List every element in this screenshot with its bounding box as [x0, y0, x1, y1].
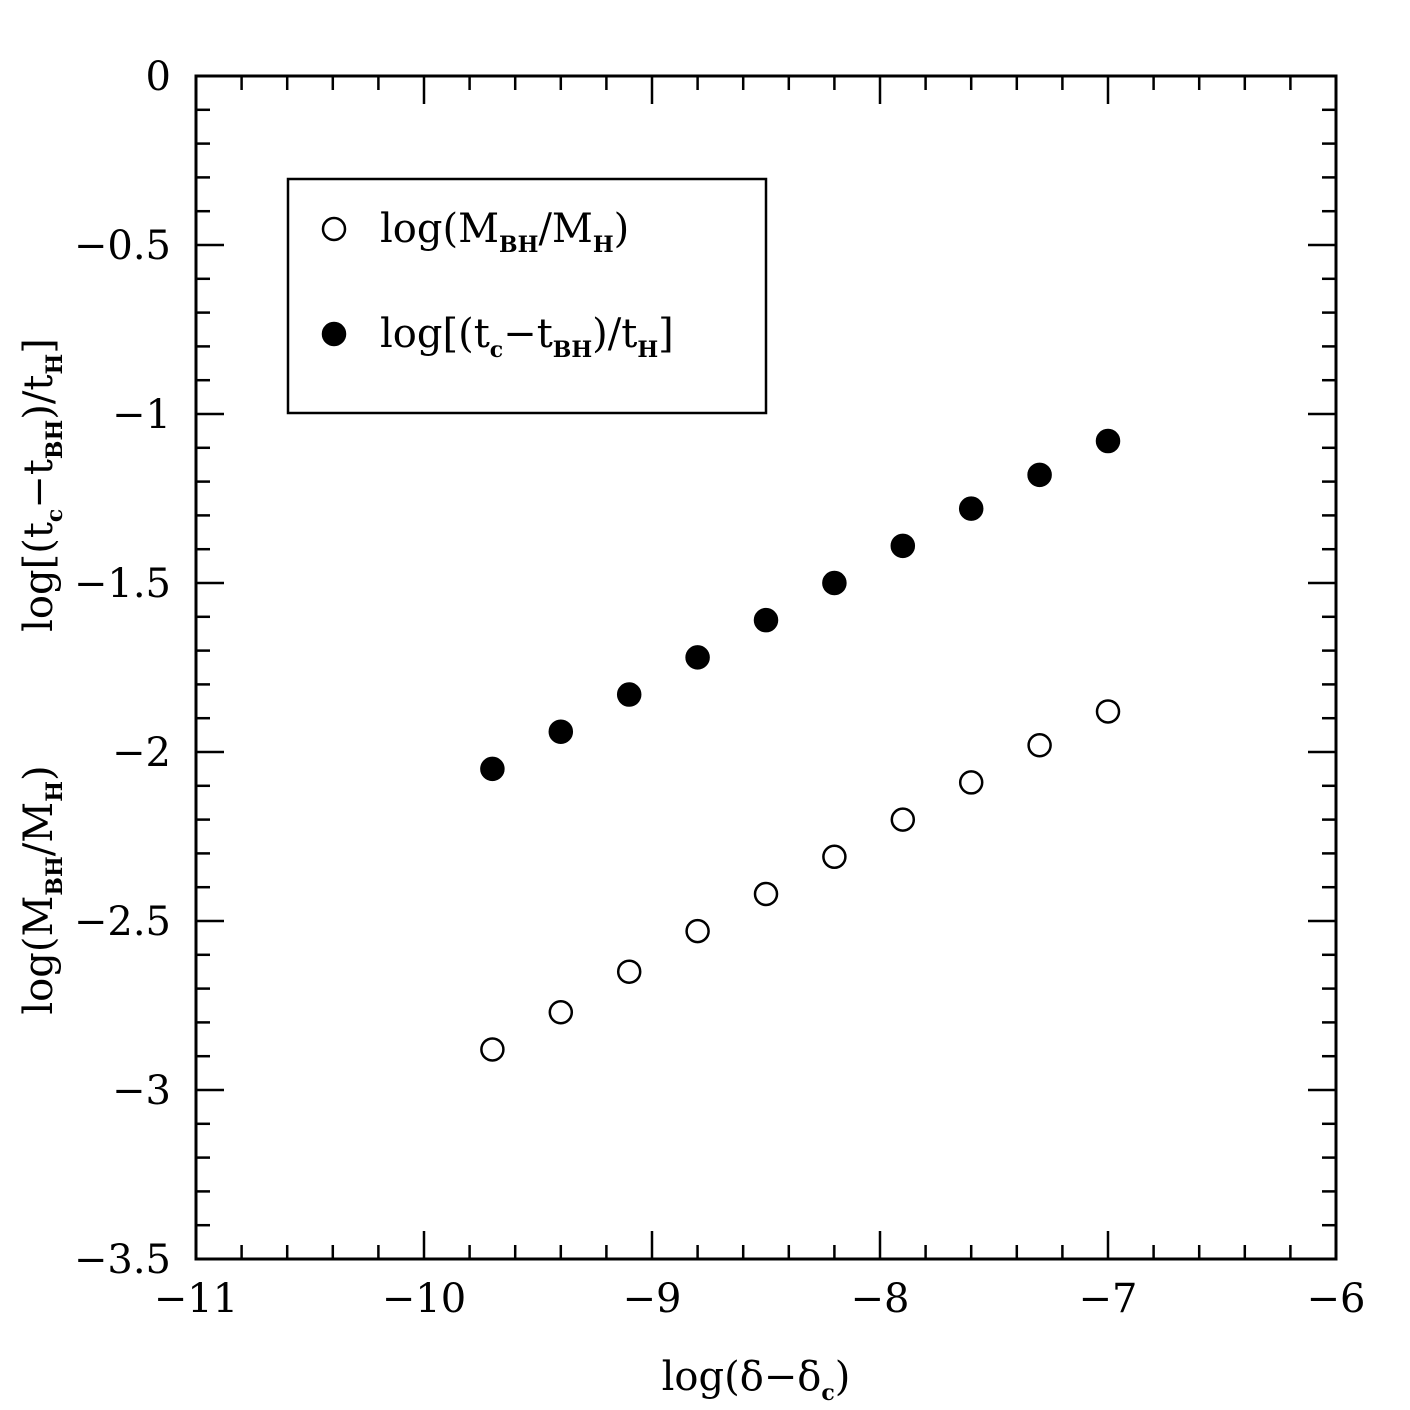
open-circle-point — [616, 959, 642, 984]
legend-label-part: c — [490, 337, 503, 363]
x-tick-label: −11 — [154, 1276, 238, 1322]
legend-filled-circle-marker — [321, 321, 347, 347]
y-tick-label: −0.5 — [74, 223, 171, 269]
open-circle-point — [480, 1037, 505, 1062]
open-circle-point — [548, 1000, 574, 1025]
filled-circle-point — [685, 645, 710, 670]
x-tick-label: −7 — [1079, 1276, 1138, 1322]
legend-label-part: /M — [538, 206, 592, 252]
y-tick-label: −2.5 — [74, 899, 171, 945]
open-circle-point — [958, 770, 984, 795]
tick-labels: −11 −10 −9 −8 −7 −6 0 −0.5 −1 −1.5 −2 −2.5 −3 −3.5 — [74, 54, 1366, 1322]
x-tick-label: −9 — [623, 1276, 682, 1322]
y-axis-label-upper-part: ] — [16, 338, 62, 354]
legend-box — [286, 177, 768, 415]
y-tick-label: −3 — [112, 1068, 171, 1114]
filled-circle-point — [1027, 462, 1052, 488]
x-tick-label: −6 — [1307, 1276, 1366, 1322]
filled-circle-point — [1095, 428, 1121, 454]
y-tick-label: −1 — [112, 392, 171, 438]
filled-circle-point — [548, 719, 574, 744]
filled-circle-point — [958, 496, 984, 521]
y-axis-label-lower: log(MBH/MH) — [16, 765, 68, 1014]
legend-label-part: log(M — [380, 206, 499, 252]
legend-label-part: log[(t — [380, 311, 490, 357]
x-tick-label: −8 — [851, 1276, 910, 1322]
legend-label: log[(tc−tBH)/tH] — [380, 311, 674, 363]
y-axis-label-upper-part: log[(t — [16, 522, 62, 632]
x-axis-label-part: log(δ−δ — [662, 1354, 822, 1400]
filled-circle-point — [616, 682, 642, 707]
y-axis-label-lower-part: /M — [16, 802, 62, 856]
legend-label-part: ) — [614, 206, 630, 252]
y-axis-label-lower-part: BH — [42, 856, 68, 895]
legend-label-part: H — [637, 337, 658, 363]
open-circle-point — [1027, 732, 1052, 758]
legend-label-part: −t — [503, 311, 553, 357]
open-circle-point — [822, 844, 847, 870]
y-axis-label-upper-part: c — [42, 509, 68, 522]
legend-open-circle-marker — [321, 216, 347, 242]
y-axis-label-lower-part: log(M — [16, 896, 62, 1015]
filled-circle-point — [753, 607, 779, 633]
legend-label-part: BH — [499, 232, 538, 258]
y-tick-label: −1.5 — [74, 561, 171, 607]
y-axis-label-upper-part: BH — [42, 420, 68, 459]
data-points — [480, 428, 1121, 1062]
legend-label-part: H — [593, 232, 614, 258]
open-circle-point — [1095, 699, 1121, 724]
legend-label-part: BH — [553, 337, 592, 363]
y-tick-label: −2 — [112, 730, 171, 776]
y-axis-label-upper-part: H — [42, 354, 68, 375]
x-tick-label: −10 — [382, 1276, 466, 1322]
open-circle-point — [890, 807, 916, 832]
x-axis-label-part: ) — [835, 1354, 851, 1400]
filled-circle-point — [480, 756, 505, 782]
y-axis-label-upper: log[(tc−tBH)/tH] — [16, 338, 68, 632]
legend-label: log(MBH/MH) — [380, 206, 629, 258]
filled-circle-point — [890, 533, 916, 559]
open-circle-point — [753, 881, 779, 907]
legend-label-part: ] — [658, 311, 674, 357]
y-axis-label-upper-part: )/t — [16, 375, 62, 420]
open-circle-point — [685, 918, 710, 944]
y-tick-label: −3.5 — [74, 1237, 171, 1283]
legend: log(MBH/MH)log[(tc−tBH)/tH] — [286, 177, 768, 415]
legend-label-part: )/t — [592, 311, 637, 357]
axis-ticks — [194, 74, 1338, 1261]
y-tick-label: 0 — [146, 54, 171, 100]
plot-frame — [194, 74, 1338, 1261]
y-axis-label-lower-part: ) — [16, 765, 62, 781]
y-axis-label-upper-part: −t — [16, 459, 62, 509]
y-axis-label-lower-part: H — [42, 781, 68, 802]
x-axis-label-part: c — [821, 1380, 834, 1406]
filled-circle-point — [822, 570, 847, 596]
x-axis-label: log(δ−δc) — [662, 1354, 851, 1406]
